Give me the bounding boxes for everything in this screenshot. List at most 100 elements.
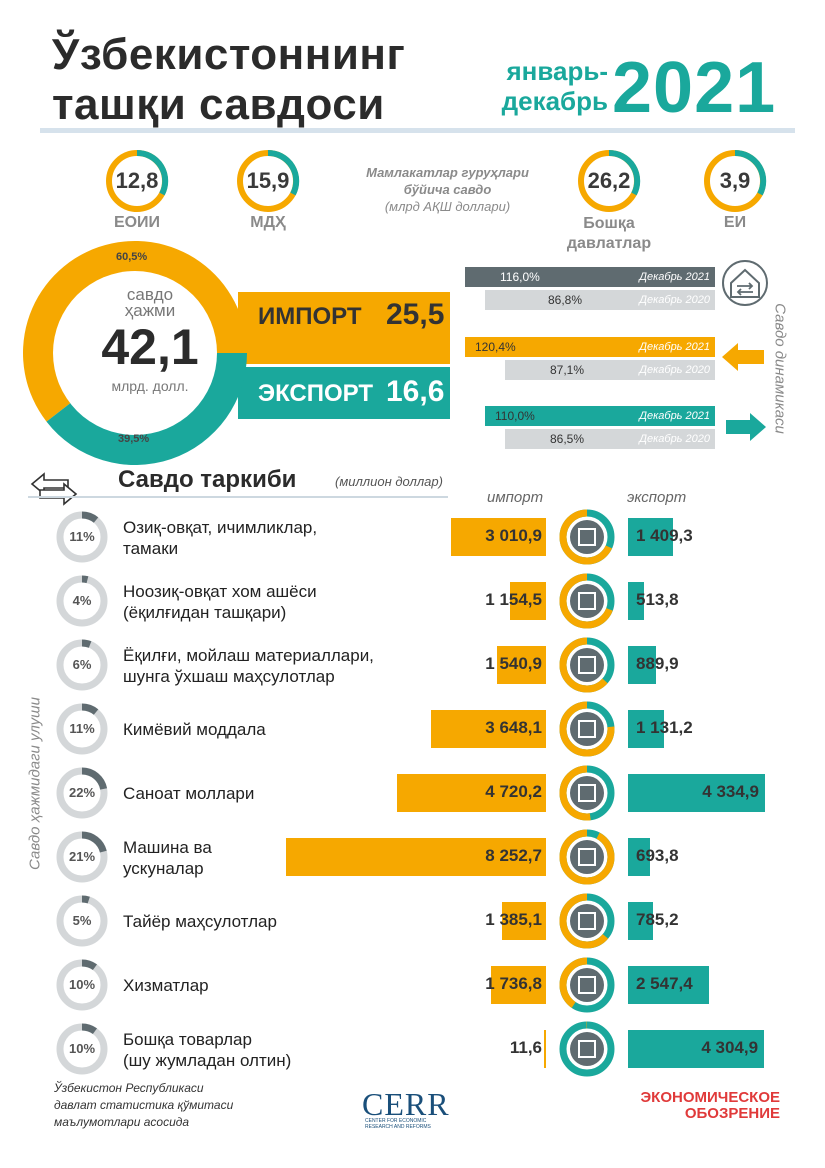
- icon-ring-import: [559, 957, 615, 1013]
- group-value-other: 26,2: [587, 168, 631, 193]
- import-value-label: 1 385,1: [485, 910, 542, 929]
- share-percent: 11%: [69, 529, 95, 544]
- period-line-1: январь-: [506, 56, 609, 86]
- group-ring-other: [578, 149, 641, 212]
- group-value-mdh: 15,9: [246, 168, 290, 193]
- category-label-line: Ноозиқ-овқат хом ашёси: [123, 582, 317, 601]
- category-label-line: тамаки: [123, 539, 179, 558]
- import-value-label: 11,6: [509, 1038, 542, 1057]
- export-bar: [628, 582, 645, 620]
- category-icon: [559, 509, 615, 565]
- category-icon: [559, 701, 615, 757]
- balance-house-icon: [722, 260, 768, 306]
- group-label-mdh: МДҲ: [250, 214, 286, 231]
- category-label: Озиқ-овқат, ичимликлар, тамаки: [123, 517, 317, 559]
- import-bar: [431, 710, 546, 748]
- share-ring: [56, 959, 108, 1011]
- import-value-label: 1 540,9: [485, 654, 542, 673]
- category-icon: [559, 1021, 615, 1077]
- category-icon: [559, 893, 615, 949]
- period-line-2: декабрь: [501, 86, 608, 116]
- export-value-label: 1 131,2: [636, 718, 693, 737]
- category-label-line: Озиқ-овқат, ичимликлар,: [123, 518, 318, 537]
- icon-ring-import: [559, 765, 615, 821]
- import-value-label: 1 154,5: [485, 590, 542, 609]
- category-label: Машина ва ускуналар: [123, 837, 212, 879]
- share-ring: [56, 767, 108, 819]
- export-bar: [628, 1030, 765, 1068]
- icon-glyph-detail: [578, 848, 596, 866]
- import-value-label: 8 252,7: [485, 846, 542, 865]
- share-ring-fill: [56, 639, 108, 691]
- icon-ring-import: [559, 829, 615, 885]
- groups-title: Мамлакатлар гуруҳлари бўйича савдо (млрд…: [345, 164, 550, 215]
- export-value-label: 889,9: [636, 654, 679, 673]
- export-bar: [628, 646, 657, 684]
- group-label-other-line1: Бошқа: [583, 215, 635, 232]
- share-ring-fill: [56, 959, 108, 1011]
- dyn-row3-2021-value: 110,0%: [495, 409, 535, 423]
- volume-label-line2: ҳажми: [124, 301, 176, 320]
- import-bar: [491, 966, 546, 1004]
- export-bar: [628, 838, 650, 876]
- title-line-1: Ўзбекистоннинг: [52, 30, 406, 79]
- category-label-line: ускуналар: [123, 859, 204, 878]
- dyn-row1-2020-bar: [485, 290, 715, 310]
- import-label: ИМПОРТ: [258, 303, 362, 330]
- icon-glyph-detail: [578, 912, 596, 930]
- icon-ring-import: [559, 1021, 615, 1077]
- icon-ring-import: [559, 573, 615, 629]
- dyn-row3-2021-bar: [485, 406, 715, 426]
- category-label-line: Тайёр маҳсулотлар: [123, 912, 277, 931]
- icon-ring-import: [559, 637, 615, 693]
- cerr-logo: CERR: [362, 1086, 450, 1122]
- swap-arrows-icon: [30, 472, 78, 506]
- structure-title: Савдо таркиби: [118, 466, 297, 493]
- dyn-row1-2020-value: 86,8%: [548, 293, 583, 307]
- cerr-logo-subtitle: CENTER FOR ECONOMIC RESEARCH AND REFORMS: [365, 1118, 455, 1130]
- icon-glyph: [570, 840, 604, 874]
- icon-glyph: [570, 712, 604, 746]
- icon-ring-import: [559, 509, 615, 565]
- group-label-ei: ЕИ: [723, 214, 747, 231]
- category-label: Ноозиқ-овқат хом ашёси (ёқилғидан ташқари…: [123, 581, 317, 623]
- export-bar: [628, 902, 653, 940]
- share-percent: 22%: [68, 785, 96, 800]
- export-value-label: 785,2: [636, 910, 679, 929]
- share-ring-fill: [56, 767, 108, 819]
- volume-label: савдо ҳажми: [75, 285, 225, 320]
- import-bar: [502, 902, 546, 940]
- category-icon: [559, 957, 615, 1013]
- icon-glyph-detail: [578, 656, 596, 674]
- donut-export-share: 39,5%: [118, 433, 150, 445]
- export-value-label: 693,8: [636, 846, 679, 865]
- eo-logo: ЭКОНОМИЧЕСКОЕ ОБОЗРЕНИЕ: [640, 1090, 780, 1122]
- title-line-2: ташқи савдоси: [52, 80, 385, 129]
- eo-logo-line1: ЭКОНОМИЧЕСКОЕ: [640, 1089, 780, 1106]
- icon-glyph: [570, 1032, 604, 1066]
- export-arrow-icon: [726, 413, 766, 441]
- volume-unit: млрд. долл.: [111, 378, 189, 394]
- category-label-line: (шу жумладан олтин): [123, 1051, 292, 1070]
- volume-label-line1: савдо: [126, 285, 174, 304]
- export-value-label: 4 304,9: [701, 1038, 759, 1057]
- group-value-eoii: 12,8: [115, 168, 159, 193]
- export-bar: [628, 518, 673, 556]
- export-value-label: 1 409,3: [636, 526, 693, 545]
- share-ring-fill: [56, 1023, 108, 1075]
- dyn-row2-2020-value: 87,1%: [550, 363, 585, 377]
- import-bar: [451, 518, 546, 556]
- icon-glyph: [570, 648, 604, 682]
- icon-glyph-detail: [578, 528, 596, 546]
- import-arrow-icon: [722, 343, 764, 371]
- category-label-line: Машина ва: [123, 838, 212, 857]
- cerr-sub-line2: RESEARCH AND REFORMS: [365, 1124, 431, 1130]
- category-label-line: Кимёвий моддала: [123, 720, 266, 739]
- groups-title-line1: Мамлакатлар гуруҳлари: [366, 165, 529, 180]
- share-percent: 10%: [68, 1041, 96, 1056]
- group-ring-eoii: [106, 149, 169, 212]
- export-value-label: 2 547,4: [636, 974, 693, 993]
- icon-glyph-detail: [578, 592, 596, 610]
- category-label-line: Бошқа товарлар: [123, 1030, 252, 1049]
- page-title: Ўзбекистоннинг ташқи савдоси: [52, 30, 405, 130]
